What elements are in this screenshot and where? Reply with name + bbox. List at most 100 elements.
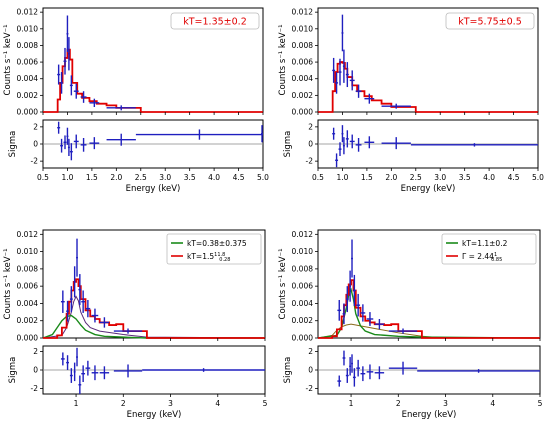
residual-point bbox=[332, 127, 336, 140]
residual-point bbox=[345, 368, 349, 383]
x-tick-label: 2 bbox=[121, 399, 126, 408]
y-tick-label: 0.012 bbox=[17, 8, 39, 17]
y-tick-label: 0.004 bbox=[292, 74, 314, 83]
model-total-step-line bbox=[318, 279, 540, 339]
legend-label-main: kT=1.5 bbox=[187, 252, 214, 261]
data-point bbox=[73, 83, 79, 99]
data-point bbox=[345, 286, 349, 313]
data-point bbox=[337, 299, 342, 321]
residual-point bbox=[349, 134, 355, 149]
x-tick-label: 2 bbox=[396, 399, 401, 408]
y-tick-label: 0.006 bbox=[17, 282, 39, 291]
residual-point bbox=[69, 143, 73, 161]
data-point bbox=[85, 299, 91, 318]
legend-label-main: Γ = 2.44 bbox=[462, 252, 494, 261]
x-tick-label: 1 bbox=[74, 399, 79, 408]
model-component-2-line bbox=[42, 314, 265, 339]
y-axis-label: Counts s⁻¹ keV⁻¹ bbox=[278, 25, 288, 96]
data-point bbox=[78, 274, 82, 306]
y-tick-label: 0.008 bbox=[17, 264, 39, 273]
y-tick-label: 0.010 bbox=[292, 247, 314, 256]
x-tick-label: 4.0 bbox=[483, 173, 495, 182]
y-axis-label: Counts s⁻¹ keV⁻¹ bbox=[3, 25, 13, 96]
y-axis-label: Counts s⁻¹ keV⁻¹ bbox=[278, 249, 288, 320]
x-tick-label: 3.5 bbox=[184, 173, 196, 182]
x-tick-label: 2.5 bbox=[135, 173, 147, 182]
model-component-3-line bbox=[317, 323, 540, 339]
residual-point bbox=[66, 355, 69, 370]
x-tick-label: 1.5 bbox=[361, 173, 373, 182]
residual-point bbox=[89, 137, 100, 150]
data-point bbox=[355, 84, 362, 98]
x-tick-label: 5 bbox=[263, 399, 268, 408]
legend-label-sub: 0.28 bbox=[219, 257, 230, 263]
y-tick-label: 0.006 bbox=[17, 58, 39, 67]
residual-point bbox=[335, 153, 339, 168]
residual-y-tick-label: 2 bbox=[308, 122, 313, 131]
data-point bbox=[349, 270, 352, 302]
data-point bbox=[63, 47, 67, 75]
residual-point bbox=[60, 352, 65, 366]
residual-point bbox=[374, 366, 385, 380]
data-point bbox=[381, 103, 411, 109]
y-tick-label: 0.012 bbox=[292, 8, 314, 17]
x-axis-label: Energy (keV) bbox=[401, 184, 456, 194]
residual-point bbox=[417, 369, 540, 373]
legend-label: kT=1.511.8 0.28 bbox=[187, 252, 230, 263]
residual-point bbox=[135, 129, 263, 140]
model-component-2-line bbox=[317, 287, 541, 339]
residual-point bbox=[78, 375, 82, 394]
annotation-box bbox=[170, 12, 260, 30]
x-tick-label: 1.0 bbox=[61, 173, 73, 182]
y-tick-label: 0.012 bbox=[292, 230, 314, 239]
data-point bbox=[374, 318, 385, 330]
x-tick-label: 5.0 bbox=[532, 173, 544, 182]
residual-point bbox=[337, 375, 342, 387]
residual-point bbox=[349, 357, 352, 376]
x-tick-label: 5 bbox=[538, 399, 543, 408]
y-tick-label: 0.006 bbox=[292, 282, 314, 291]
residual-point bbox=[342, 137, 345, 155]
annotation-box bbox=[445, 12, 535, 30]
residual-point bbox=[80, 138, 87, 152]
x-tick-label: 4.5 bbox=[508, 173, 520, 182]
x-tick-label: 4 bbox=[490, 399, 495, 408]
x-tick-label: 3.0 bbox=[434, 173, 446, 182]
legend-label: kT=1.1±0.2 bbox=[462, 239, 508, 248]
panel-bottom-right: 0.000 0.002 0.004 0.006 0.008 0.010 0.012 Count… bbox=[278, 229, 543, 420]
x-axis-label: Energy (keV) bbox=[402, 410, 457, 420]
legend-label-sup: 11.8 bbox=[214, 252, 225, 258]
residual-point bbox=[60, 138, 64, 153]
data-point bbox=[349, 70, 355, 91]
y-tick-label: 0.000 bbox=[17, 108, 39, 117]
x-tick-label: 2.0 bbox=[385, 173, 397, 182]
x-tick-label: 0.5 bbox=[312, 173, 324, 182]
residual-point bbox=[341, 125, 344, 143]
residual-point bbox=[366, 364, 374, 380]
residual-y-tick-label: -2 bbox=[306, 157, 314, 166]
panel-bottom-left: 0.000 0.002 0.004 0.006 0.008 0.010 0.012 Count… bbox=[3, 229, 268, 420]
legend-label-sup: 1 bbox=[494, 252, 497, 258]
residual-point bbox=[99, 366, 110, 380]
x-tick-label: 4.0 bbox=[208, 173, 220, 182]
x-tick-label: 2.5 bbox=[410, 173, 422, 182]
legend-label: kT=0.38±0.375 bbox=[187, 239, 247, 248]
data-point bbox=[341, 14, 344, 52]
x-tick-label: 5.0 bbox=[257, 173, 269, 182]
residual-y-tick-label: -2 bbox=[31, 384, 39, 393]
y-tick-label: 0.002 bbox=[292, 316, 314, 325]
residual-point bbox=[351, 354, 353, 373]
y-tick-label: 0.002 bbox=[17, 316, 39, 325]
legend-label: Γ = 2.441 0.85 bbox=[462, 252, 502, 263]
y-tick-label: 0.004 bbox=[17, 74, 39, 83]
x-tick-label: 3 bbox=[443, 399, 448, 408]
residual-y-tick-label: 2 bbox=[308, 347, 313, 356]
residual-y-tick-label: 2 bbox=[33, 122, 38, 131]
data-point bbox=[345, 62, 349, 88]
data-point bbox=[66, 300, 69, 322]
data-point bbox=[335, 72, 339, 94]
data-point bbox=[60, 290, 65, 313]
y-tick-label: 0.004 bbox=[17, 299, 39, 308]
y-tick-label: 0.012 bbox=[17, 230, 39, 239]
